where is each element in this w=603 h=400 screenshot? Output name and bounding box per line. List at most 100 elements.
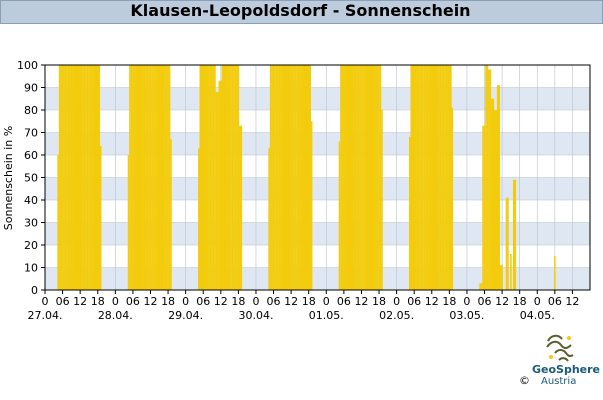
x-tick-label: 12 bbox=[73, 295, 87, 308]
bar bbox=[85, 65, 87, 290]
bar bbox=[436, 65, 439, 290]
y-tick-label: 0 bbox=[31, 284, 38, 297]
x-tick-label: 18 bbox=[442, 295, 456, 308]
bar bbox=[348, 65, 351, 290]
bar bbox=[91, 65, 93, 290]
bar bbox=[510, 254, 512, 290]
bar bbox=[488, 69, 490, 290]
bar bbox=[161, 65, 164, 290]
x-tick-label: 06 bbox=[196, 295, 210, 308]
bar bbox=[137, 65, 140, 290]
day-label: 28.04. bbox=[98, 309, 133, 322]
bar bbox=[159, 65, 162, 290]
bar bbox=[64, 65, 67, 290]
bar bbox=[237, 65, 240, 290]
bar bbox=[198, 148, 200, 290]
bar bbox=[199, 65, 202, 290]
bar bbox=[359, 65, 361, 290]
x-tick-label: 12 bbox=[143, 295, 157, 308]
bar bbox=[74, 65, 77, 290]
bar bbox=[89, 65, 92, 290]
bar bbox=[70, 65, 73, 290]
bar bbox=[72, 65, 74, 290]
bar bbox=[96, 65, 99, 290]
bar bbox=[417, 65, 420, 290]
day-label: 29.04. bbox=[168, 309, 203, 322]
bar bbox=[501, 265, 503, 290]
band bbox=[45, 245, 590, 268]
bar bbox=[205, 65, 207, 290]
bar bbox=[211, 65, 213, 290]
bar bbox=[351, 65, 354, 290]
bar bbox=[425, 65, 427, 290]
band bbox=[45, 87, 590, 110]
bar bbox=[432, 65, 435, 290]
bar bbox=[294, 65, 297, 290]
bar bbox=[340, 65, 342, 290]
x-tick-label: 0 bbox=[323, 295, 330, 308]
bar bbox=[222, 65, 225, 290]
x-tick-label: 12 bbox=[495, 295, 509, 308]
day-label: 04.05. bbox=[520, 309, 555, 322]
bar bbox=[233, 65, 235, 290]
bar bbox=[489, 69, 492, 290]
x-tick-label: 18 bbox=[91, 295, 105, 308]
x-tick-label: 06 bbox=[267, 295, 281, 308]
bar bbox=[76, 65, 79, 290]
bar bbox=[218, 80, 221, 290]
x-tick-label: 18 bbox=[372, 295, 386, 308]
bar bbox=[285, 65, 288, 290]
y-tick-label: 60 bbox=[24, 149, 38, 162]
bar bbox=[67, 65, 70, 290]
x-tick-label: 06 bbox=[548, 295, 562, 308]
x-tick-label: 18 bbox=[302, 295, 316, 308]
bar bbox=[272, 65, 275, 290]
bar bbox=[278, 65, 281, 290]
bar bbox=[136, 65, 139, 290]
bar bbox=[77, 65, 80, 290]
bar bbox=[80, 65, 83, 290]
bar bbox=[483, 125, 486, 290]
bar bbox=[486, 65, 489, 290]
x-tick-label: 06 bbox=[56, 295, 70, 308]
bar bbox=[158, 65, 161, 290]
bar bbox=[310, 121, 313, 290]
bar bbox=[275, 65, 278, 290]
bar bbox=[373, 65, 376, 290]
day-label: 30.04. bbox=[238, 309, 273, 322]
bar bbox=[414, 65, 417, 290]
bar bbox=[208, 65, 210, 290]
band bbox=[45, 200, 590, 223]
bar bbox=[142, 65, 144, 290]
bar bbox=[439, 65, 442, 290]
x-tick-label: 0 bbox=[112, 295, 119, 308]
bar bbox=[203, 65, 206, 290]
bar bbox=[151, 65, 153, 290]
band bbox=[45, 155, 590, 178]
bar bbox=[58, 65, 61, 290]
bar bbox=[288, 65, 291, 290]
chart-title: Klausen-Leopoldsdorf - Sonnenschein bbox=[130, 1, 471, 20]
bar bbox=[438, 65, 440, 290]
bar bbox=[306, 65, 309, 290]
bar bbox=[88, 65, 90, 290]
bar bbox=[302, 65, 304, 290]
bar bbox=[376, 65, 379, 290]
bar bbox=[140, 65, 143, 290]
bar bbox=[73, 65, 76, 290]
bar bbox=[343, 65, 345, 290]
bar bbox=[98, 65, 101, 290]
bar bbox=[227, 65, 229, 290]
bar bbox=[170, 139, 172, 290]
bar bbox=[234, 65, 237, 290]
bar bbox=[164, 65, 166, 290]
bar bbox=[338, 141, 341, 290]
bar bbox=[444, 65, 446, 290]
bar bbox=[215, 92, 218, 290]
x-tick-label: 0 bbox=[182, 295, 189, 308]
bar bbox=[365, 65, 367, 290]
band bbox=[45, 65, 590, 88]
bar bbox=[505, 197, 508, 290]
bar bbox=[346, 65, 348, 290]
